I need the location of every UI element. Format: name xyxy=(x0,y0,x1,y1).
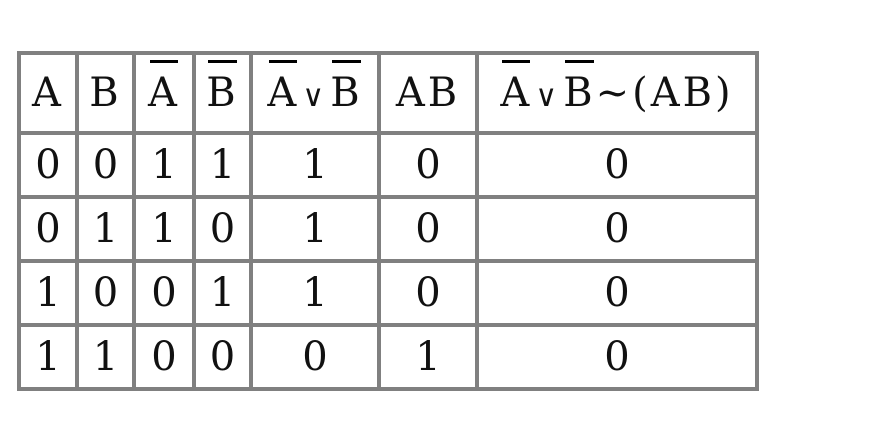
header-row: A B A B A ∨B AB A ∨B~(AB) xyxy=(17,51,759,135)
negated-term: B xyxy=(563,60,596,116)
table-cell: 1 xyxy=(249,195,381,263)
table-cell: 0 xyxy=(249,323,381,391)
term: AB xyxy=(395,70,461,116)
table-cell: 1 xyxy=(75,323,136,391)
column-header: B xyxy=(75,51,136,135)
table-cell: 1 xyxy=(132,131,196,199)
table-cell: 0 xyxy=(132,259,196,327)
table-cell: 1 xyxy=(192,131,253,199)
term: ~(AB) xyxy=(595,70,734,116)
column-header: AB xyxy=(377,51,479,135)
table-cell: 0 xyxy=(192,195,253,263)
or-operator: ∨ xyxy=(535,79,561,114)
table-cell: 0 xyxy=(192,323,253,391)
table-cell: 1 xyxy=(17,259,79,327)
table-cell: 1 xyxy=(249,131,381,199)
column-header: A ∨B~(AB) xyxy=(475,51,759,135)
column-header: A xyxy=(17,51,79,135)
table-cell: 0 xyxy=(475,131,759,199)
table-cell: 0 xyxy=(377,131,479,199)
table-cell: 0 xyxy=(17,131,79,199)
negated-term: B xyxy=(206,60,239,116)
table-cell: 0 xyxy=(475,259,759,327)
table-cell: 0 xyxy=(475,195,759,263)
table-cell: 0 xyxy=(75,259,136,327)
negated-term: A xyxy=(267,60,300,116)
column-header: A xyxy=(132,51,196,135)
table-cell: 0 xyxy=(132,323,196,391)
term: A xyxy=(32,70,64,116)
table-cell: 1 xyxy=(75,195,136,263)
table-cell: 0 xyxy=(377,195,479,263)
table-cell: 1 xyxy=(249,259,381,327)
negated-term: A xyxy=(500,60,533,116)
table-cell: 1 xyxy=(17,323,79,391)
table-cell: 0 xyxy=(75,131,136,199)
table-cell: 1 xyxy=(377,323,479,391)
or-operator: ∨ xyxy=(302,79,328,114)
table-cell: 0 xyxy=(377,259,479,327)
column-header: B xyxy=(192,51,253,135)
table-cell: 0 xyxy=(475,323,759,391)
negated-term: B xyxy=(330,60,363,116)
column-header: A ∨B xyxy=(249,51,381,135)
negated-term: A xyxy=(148,60,180,116)
table-cell: 0 xyxy=(17,195,79,263)
table-cell: 1 xyxy=(192,259,253,327)
term: B xyxy=(89,70,122,116)
table-cell: 1 xyxy=(132,195,196,263)
